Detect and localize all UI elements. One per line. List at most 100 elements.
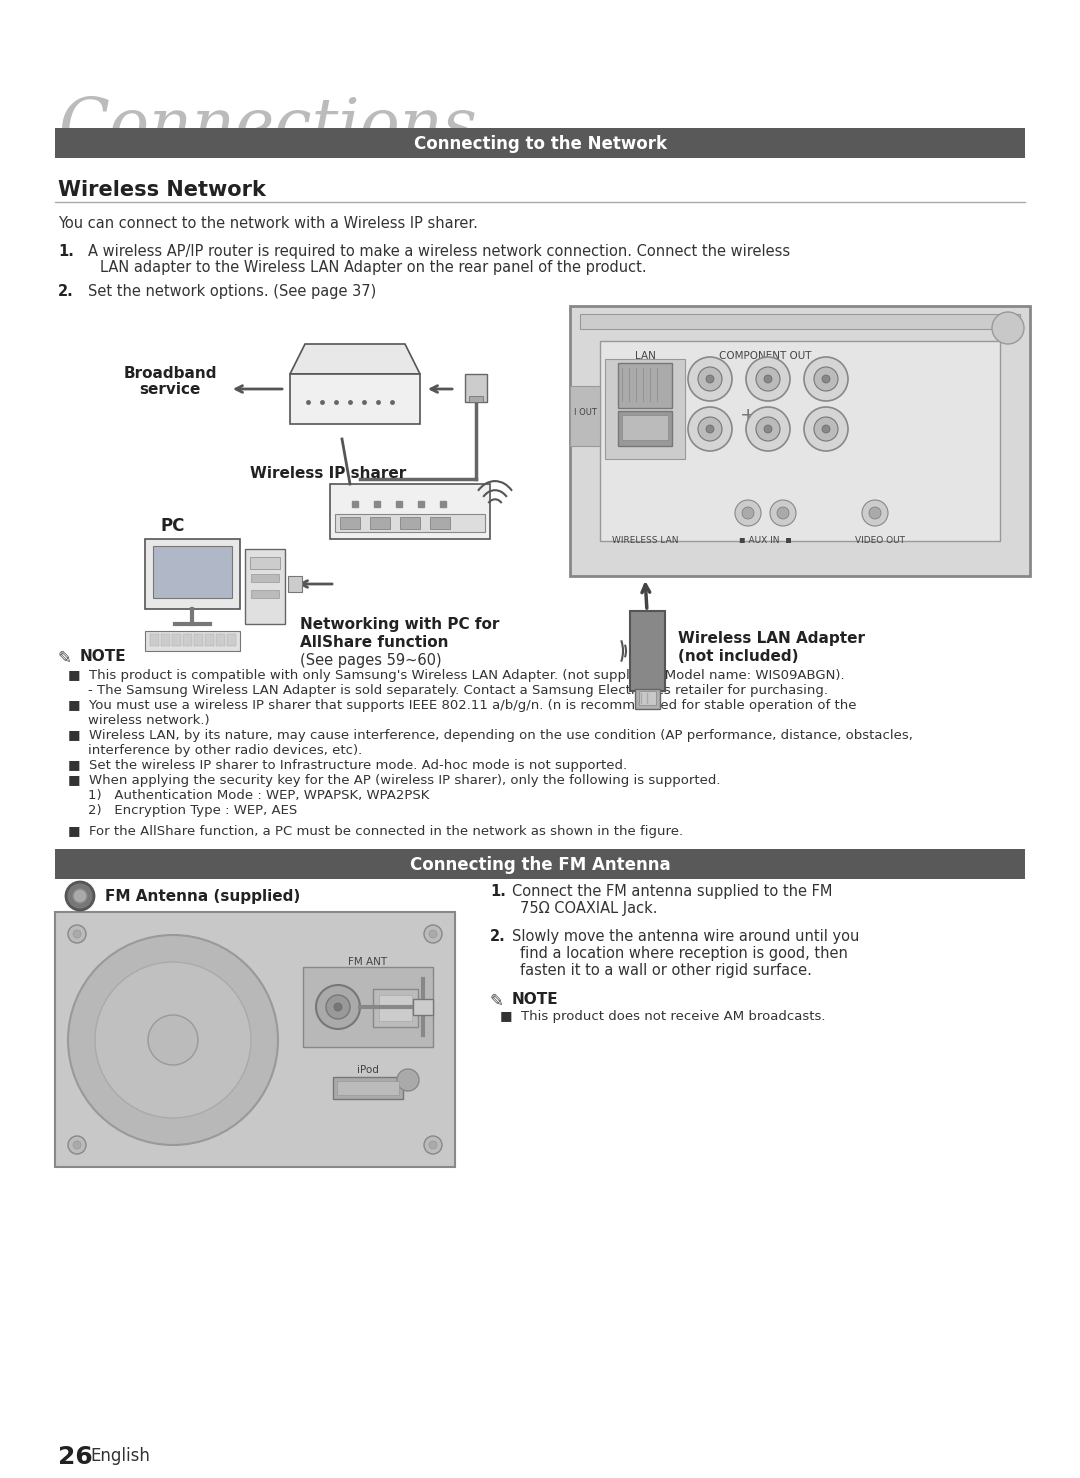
Bar: [249, 557, 280, 569]
Text: Wireless Network: Wireless Network: [58, 180, 266, 200]
Circle shape: [688, 406, 732, 451]
Bar: [630, 610, 665, 692]
Circle shape: [822, 426, 831, 433]
Text: +: +: [740, 406, 756, 426]
Circle shape: [756, 417, 780, 440]
Text: service: service: [139, 381, 201, 398]
Bar: [145, 539, 240, 609]
Bar: [580, 313, 1020, 330]
Text: wireless network.): wireless network.): [87, 714, 210, 727]
Circle shape: [862, 500, 888, 526]
Bar: [303, 967, 433, 1046]
Bar: [340, 517, 360, 529]
Text: ■  You must use a wireless IP sharer that supports IEEE 802.11 a/b/g/n. (n is re: ■ You must use a wireless IP sharer that…: [68, 699, 856, 712]
Bar: [216, 634, 225, 646]
Bar: [430, 517, 450, 529]
Text: NOTE: NOTE: [512, 992, 558, 1007]
Bar: [145, 631, 240, 650]
Text: Wireless IP sharer: Wireless IP sharer: [249, 466, 406, 480]
Text: AllShare function: AllShare function: [300, 636, 448, 650]
Bar: [600, 341, 1000, 541]
Bar: [370, 517, 390, 529]
Circle shape: [742, 507, 754, 519]
Circle shape: [706, 375, 714, 383]
Text: Slowly move the antenna wire around until you: Slowly move the antenna wire around unti…: [512, 930, 860, 944]
Circle shape: [68, 1137, 86, 1154]
Text: ■  Set the wireless IP sharer to Infrastructure mode. Ad-hoc mode is not support: ■ Set the wireless IP sharer to Infrastr…: [68, 760, 627, 772]
Circle shape: [698, 367, 723, 392]
Circle shape: [397, 1069, 419, 1091]
Circle shape: [73, 1141, 81, 1148]
Circle shape: [993, 312, 1024, 344]
Bar: [413, 999, 433, 1015]
Circle shape: [68, 936, 278, 1145]
Text: Broadband: Broadband: [123, 367, 217, 381]
Circle shape: [688, 358, 732, 401]
Text: ◾ AUX IN  ◾: ◾ AUX IN ◾: [739, 537, 792, 545]
Text: VIDEO OUT: VIDEO OUT: [855, 537, 905, 545]
Text: ■  This product is compatible with only Samsung's Wireless LAN Adapter. (not sup: ■ This product is compatible with only S…: [68, 670, 845, 681]
Circle shape: [804, 358, 848, 401]
Circle shape: [73, 888, 87, 903]
Circle shape: [95, 962, 251, 1117]
Text: Networking with PC for: Networking with PC for: [300, 616, 499, 633]
Text: A wireless AP/IP router is required to make a wireless network connection. Conne: A wireless AP/IP router is required to m…: [87, 244, 791, 259]
Text: ■  For the AllShare function, a PC must be connected in the network as shown in : ■ For the AllShare function, a PC must b…: [68, 825, 684, 838]
Circle shape: [746, 406, 789, 451]
Bar: [333, 1077, 403, 1100]
Text: I OUT: I OUT: [573, 408, 596, 417]
Circle shape: [814, 417, 838, 440]
Bar: [400, 517, 420, 529]
Bar: [618, 364, 672, 408]
Text: Set the network options. (See page 37): Set the network options. (See page 37): [87, 284, 376, 299]
Bar: [55, 912, 455, 1168]
Circle shape: [73, 930, 81, 939]
Bar: [605, 359, 685, 460]
Circle shape: [148, 1015, 198, 1066]
Text: 1)   Authentication Mode : WEP, WPAPSK, WPA2PSK: 1) Authentication Mode : WEP, WPAPSK, WP…: [87, 789, 430, 803]
Circle shape: [869, 507, 881, 519]
Circle shape: [424, 925, 442, 943]
Circle shape: [66, 882, 94, 910]
Text: ■  This product does not receive AM broadcasts.: ■ This product does not receive AM broad…: [500, 1009, 825, 1023]
Bar: [335, 514, 485, 532]
Bar: [288, 576, 302, 593]
Circle shape: [746, 358, 789, 401]
Bar: [55, 129, 1025, 158]
Circle shape: [326, 995, 350, 1018]
Text: Connections: Connections: [58, 95, 477, 160]
Bar: [337, 1080, 399, 1095]
Text: Wireless LAN Adapter: Wireless LAN Adapter: [678, 631, 865, 646]
Circle shape: [822, 375, 831, 383]
Bar: [172, 634, 181, 646]
Bar: [373, 989, 418, 1027]
Circle shape: [698, 417, 723, 440]
Text: NOTE: NOTE: [80, 649, 126, 664]
Circle shape: [777, 507, 789, 519]
Text: 75Ω COAXIAL Jack.: 75Ω COAXIAL Jack.: [519, 902, 658, 916]
Bar: [55, 848, 1025, 879]
Text: Y: Y: [823, 361, 828, 370]
Bar: [618, 411, 672, 446]
Circle shape: [756, 367, 780, 392]
Circle shape: [764, 375, 772, 383]
Text: (See pages 59~60): (See pages 59~60): [300, 653, 442, 668]
Bar: [639, 692, 656, 705]
Text: 1.: 1.: [58, 244, 73, 259]
Circle shape: [804, 406, 848, 451]
Polygon shape: [291, 344, 420, 374]
Text: Connect the FM antenna supplied to the FM: Connect the FM antenna supplied to the F…: [512, 884, 833, 899]
Text: LAN adapter to the Wireless LAN Adapter on the rear panel of the product.: LAN adapter to the Wireless LAN Adapter …: [100, 260, 647, 275]
Circle shape: [814, 367, 838, 392]
Circle shape: [316, 984, 360, 1029]
Text: WIRELESS LAN: WIRELESS LAN: [611, 537, 678, 545]
Text: You can connect to the network with a Wireless IP sharer.: You can connect to the network with a Wi…: [58, 216, 477, 231]
Text: R: R: [707, 361, 713, 370]
Text: 2.: 2.: [58, 284, 73, 299]
Circle shape: [429, 1141, 437, 1148]
Bar: [161, 634, 170, 646]
Bar: [251, 573, 279, 582]
Bar: [183, 634, 192, 646]
Text: 2.: 2.: [490, 930, 505, 944]
Bar: [622, 415, 669, 440]
